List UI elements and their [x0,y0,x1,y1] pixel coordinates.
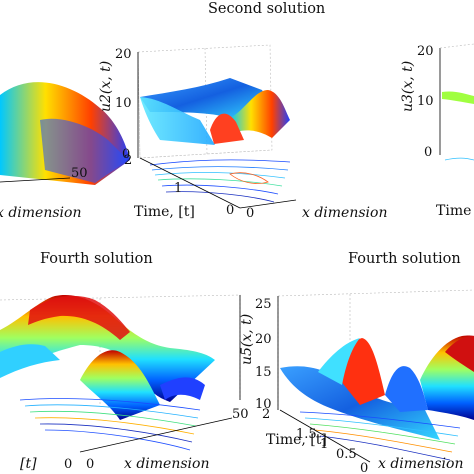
panel-4-xlabel: x dimension [124,456,209,472]
panel-4-ridge [0,294,215,402]
panel-5-y-tick-1-5: 1.5 [296,427,317,442]
panel-3: 20 10 0 u3(x, t) Time [400,43,474,219]
panel-5-title: Fourth solution [348,251,461,267]
panel-4-y-tick-0: 0 [64,457,72,472]
panel-2-contours [149,159,291,203]
panel-2-y-tick-2: 2 [124,153,132,168]
panel-2-z-tick-20: 20 [115,47,132,62]
panel-5-z-tick-10: 10 [255,397,272,412]
panel-2-z-tick-0: 0 [122,147,130,162]
panel-5-peak-left [340,338,385,405]
panel-3-zlabel: u3(x, t) [400,61,416,112]
panel-2-zlabel: u2(x, t) [98,61,114,112]
panel-4-x-tick-50: 50 [232,407,249,422]
panel-3-grid [439,43,474,49]
panel-3-ylabel: Time [436,203,471,219]
panel-5-contours [299,411,461,461]
panel-4-ylabel: [t] [20,456,37,472]
panel-1-surface-front [40,118,128,183]
panel-4-ridge-red [28,295,130,340]
panel-2-title: Second solution [208,1,325,17]
panel-5-y-tick-0: 0 [360,461,368,474]
panel-2-y-axis [139,157,241,209]
panel-5-zlabel: u5(x, t) [239,314,255,365]
panel-4-title: Fourth solution [40,251,153,267]
panel-5-ylabel: Time, [t] [266,432,327,448]
panel-2-ylabel: Time, [t] [134,204,195,220]
panel-5-valley [385,366,428,412]
panel-4-x-tick-0: 0 [86,457,94,472]
panel-2-surface-wave [230,90,290,138]
panel-2-x-tick-0: 0 [246,206,254,221]
panel-5-peak-right-red [445,336,474,372]
panel-4-low-band [0,344,60,378]
panel-2-y-tick-0: 0 [226,203,234,218]
panel-5-z-tick-25: 25 [255,297,272,312]
panel-5-xlabel: x dimension [378,456,463,472]
panel-2-surface-bump [210,113,244,144]
panel-5-y-axis [279,409,371,463]
panel-1-xlabel: x dimension [0,205,81,221]
panel-5-z-tick-15: 15 [255,365,272,380]
panel-2: Second solution 20 10 0 u2(x, t) 2 1 0 0… [98,1,387,221]
panel-2-y-tick-1: 1 [174,181,182,196]
panel-1-x-tick: 50 [71,166,88,181]
panel-1-x-axis [0,177,71,183]
panel-5: Fourth solution 25 20 15 10 u5(x, t) 2 1… [239,251,474,474]
panel-2-xlabel: x dimension [302,205,387,221]
panel-1: 50 x dimension [0,82,130,221]
panel-5-peak-left-cyan [318,338,360,385]
panel-3-z-tick-0: 0 [424,145,432,160]
panel-3-contour [444,157,474,161]
panel-3-z-tick-20: 20 [417,44,434,59]
panel-5-z-tick-20: 20 [255,332,272,347]
panel-4-tail [160,377,205,400]
panel-2-x-axis [239,199,297,209]
panel-2-z-tick-10: 10 [115,96,132,111]
panel-5-y-tick-0-5: 0.5 [336,447,357,462]
panel-4: Fourth solution 50 0 0 [t] x dimension [0,251,249,472]
panel-3-z-tick-10: 10 [417,94,434,109]
panel-3-surface [442,91,474,104]
panel-2-grid [137,44,273,159]
panel-5-y-tick-2: 2 [262,407,270,422]
panel-4-x-axis [79,417,233,453]
panel-2-surface-front [140,97,215,145]
panel-5-y-tick-1: 1 [320,437,328,452]
